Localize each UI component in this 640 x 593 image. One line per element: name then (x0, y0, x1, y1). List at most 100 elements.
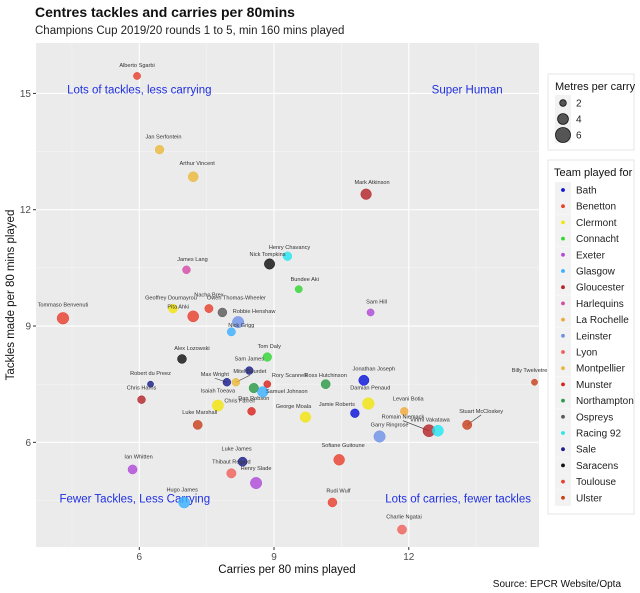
data-point (137, 395, 146, 404)
data-point (226, 327, 236, 337)
point-label: Robbie Henshaw (233, 309, 277, 315)
team-legend-label: Gloucester (576, 283, 625, 294)
data-point (237, 456, 248, 467)
team-legend-label: Northampton (576, 396, 634, 407)
y-tick-label: 9 (25, 322, 31, 333)
data-point (263, 380, 272, 388)
team-legend-label: Harlequins (576, 299, 624, 310)
data-point (362, 397, 375, 410)
y-tick-label: 15 (20, 89, 32, 100)
team-legend-label: Ulster (576, 493, 603, 504)
quadrant-label: Lots of carries, fewer tackles (385, 493, 531, 505)
point-label: Virimi Vakatawa (410, 418, 450, 424)
size-legend-title: Metres per carry (555, 81, 636, 93)
point-label: Dan Robson (238, 396, 269, 402)
point-label: Sofiane Guitoune (322, 443, 365, 449)
quadrant-labels: Lots of tackles, less carrying Super Huma… (59, 84, 531, 505)
point-label: Sam James (235, 357, 265, 363)
team-legend-label: Bath (576, 186, 597, 197)
point-label: Henry Slade (241, 466, 272, 472)
team-legend-marker (561, 463, 565, 468)
data-point (147, 380, 154, 388)
point-label: Pita Ahki (167, 304, 189, 310)
team-legend-marker (561, 301, 565, 306)
point-label: Tommaso Benvenuti (38, 302, 89, 308)
team-legend-marker (561, 252, 565, 257)
point-label: Luke James (222, 447, 252, 453)
point-label: Hugo James (167, 487, 199, 493)
point-label: Samuel Johnson (266, 389, 308, 395)
point-label: Charlie Ngatai (386, 515, 421, 521)
size-legend-marker (557, 113, 569, 125)
team-legend-marker (561, 220, 565, 225)
data-point (187, 310, 199, 323)
data-point (187, 171, 199, 182)
point-label: Ross Hutchinson (305, 373, 347, 379)
data-point (217, 307, 228, 318)
point-label: Bundee Aki (291, 277, 319, 283)
team-legend-marker (561, 431, 565, 435)
team-legend-marker (561, 236, 565, 241)
data-point (462, 419, 473, 430)
point-label: Robert du Preez (130, 371, 171, 377)
data-point (282, 251, 293, 261)
point-label: Tom Daly (258, 344, 282, 350)
data-point (192, 420, 203, 430)
point-label: Jan Serfontein (145, 135, 181, 141)
data-point (250, 477, 263, 489)
team-legend-label: Racing 92 (576, 429, 621, 440)
quadrant-label: Super Human (432, 84, 503, 96)
x-tick-label: 9 (271, 552, 277, 563)
data-point (366, 308, 375, 317)
point-label: Chris Harris (127, 386, 157, 392)
y-tick-label: 6 (25, 438, 31, 449)
point-label: Mitel Bourdet (233, 369, 266, 375)
point-label: Jonathan Joseph (353, 366, 396, 372)
point-label: George Moala (276, 404, 312, 410)
team-legend-label: Montpellier (576, 364, 626, 375)
data-points (56, 72, 538, 535)
data-point (232, 316, 245, 329)
data-point (299, 411, 312, 423)
data-point (333, 454, 345, 466)
data-point (226, 468, 237, 479)
x-tick-label: 12 (403, 552, 415, 563)
team-legend-label: Connacht (576, 234, 619, 245)
data-point (177, 354, 187, 364)
y-tick-label: 12 (20, 205, 32, 216)
point-label: Thibaut Regard (212, 459, 251, 465)
data-point (262, 352, 272, 362)
team-legend-label: Sale (576, 445, 596, 456)
point-label: Arthur Vincent (180, 161, 216, 167)
data-point (127, 464, 138, 475)
team-legend-label: Exeter (576, 250, 606, 261)
team-legend-marker (561, 188, 565, 192)
quadrant-label: Fewer Tackles, Less Carrying (59, 493, 210, 505)
data-point (56, 312, 70, 325)
team-legend: Team played for Bath Benetton Clermont Conn… (547, 159, 635, 515)
point-label: Sam Hill (366, 299, 387, 305)
point-label: Chris Farrell (224, 398, 254, 404)
point-label: Max Wright (201, 372, 230, 378)
plot-panel (36, 43, 539, 547)
data-point (178, 496, 191, 509)
data-point (397, 524, 407, 535)
point-label: Mark Atkinson (355, 180, 390, 186)
team-legend-marker (561, 366, 565, 371)
data-point (360, 188, 372, 200)
data-point (373, 430, 386, 443)
team-legend-title: Team played for (554, 167, 633, 179)
size-legend-value: 2 (576, 99, 582, 110)
size-legend-marker (555, 127, 571, 143)
team-legend-marker (561, 398, 565, 403)
team-legend-marker (561, 495, 565, 500)
team-legend-label: Munster (576, 380, 613, 391)
data-point (182, 265, 191, 274)
data-point (212, 399, 224, 412)
point-label: Nick Tompkins (250, 252, 286, 258)
data-point (245, 366, 254, 375)
axis-ticks: 6 9 12 6 9 12 15 (20, 89, 415, 563)
data-point (247, 407, 256, 416)
point-label: Stuart McCloskey (459, 409, 503, 415)
